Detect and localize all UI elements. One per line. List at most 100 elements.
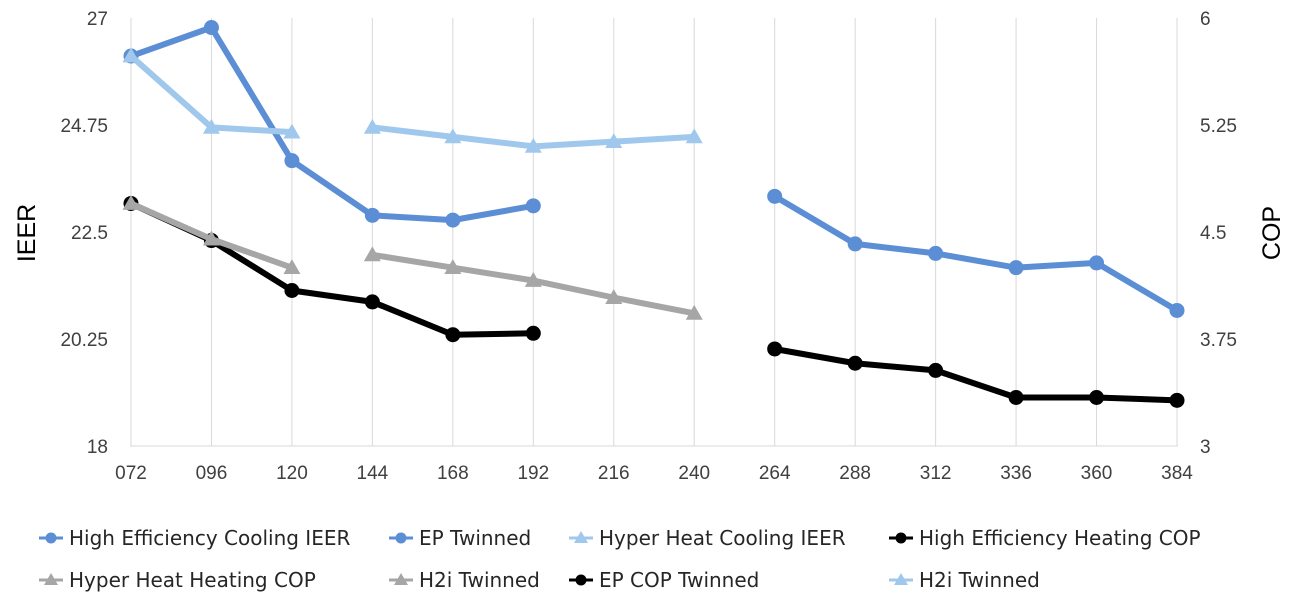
data-point xyxy=(605,133,623,149)
legend-item: High Efficiency Heating COP xyxy=(888,524,1268,552)
y-left-axis-title: IEER xyxy=(13,204,41,262)
x-tick-label: 216 xyxy=(598,463,630,484)
y-right-tick-label: 5.25 xyxy=(1200,116,1237,137)
legend-swatch-circle-icon xyxy=(569,574,593,586)
series-line xyxy=(128,24,537,224)
series-line xyxy=(771,193,1180,314)
data-point xyxy=(445,327,461,343)
legend-swatch-triangle-icon xyxy=(889,573,913,585)
y-left-tick-label: 18 xyxy=(87,437,108,458)
series-ep-twinned-1 xyxy=(767,188,1185,318)
legend-label: H2i Twinned xyxy=(419,568,540,592)
legend-label: Hyper Heat Cooling IEER xyxy=(599,526,846,550)
legend-label: High Efficiency Heating COP xyxy=(919,526,1201,550)
x-tick-label: 264 xyxy=(759,463,791,484)
data-point xyxy=(928,362,944,378)
legend-swatch-circle-icon xyxy=(389,532,413,544)
series-h2i-twinned-5 xyxy=(363,246,703,320)
data-point xyxy=(767,188,783,204)
data-point xyxy=(202,118,220,134)
data-point xyxy=(685,304,703,320)
x-tick-label: 072 xyxy=(115,463,147,484)
legend-item: High Efficiency Cooling IEER xyxy=(38,524,388,552)
y-right-tick-label: 3 xyxy=(1200,437,1211,458)
data-point xyxy=(283,123,301,139)
data-point xyxy=(525,325,541,341)
data-point xyxy=(524,137,542,153)
data-point xyxy=(363,118,381,134)
legend-label: EP COP Twinned xyxy=(599,568,760,592)
data-point xyxy=(1169,392,1185,408)
legend-swatch-circle-icon xyxy=(889,532,913,544)
legend-label: EP Twinned xyxy=(419,526,532,550)
chart: 072 096 120 144 168 192 216 240 264 288 312 336 360 3… xyxy=(13,9,1286,484)
data-point xyxy=(284,282,300,298)
y-left-tick-label: 27 xyxy=(87,9,108,30)
x-tick-label: 240 xyxy=(678,463,710,484)
series-layer xyxy=(122,20,1185,408)
legend-swatch-triangle-icon xyxy=(569,531,593,543)
data-point xyxy=(847,355,863,371)
x-tick-label: 168 xyxy=(437,463,469,484)
legend-swatch-triangle-icon xyxy=(389,573,413,585)
x-tick-label: 336 xyxy=(1000,463,1032,484)
legend-swatch-triangle-icon xyxy=(39,573,63,585)
data-point xyxy=(202,230,220,246)
series-h2i-twinned-7 xyxy=(363,118,703,153)
data-point xyxy=(767,341,783,357)
legend-item: EP Twinned xyxy=(388,524,568,552)
data-point xyxy=(1169,302,1185,318)
legend-item: Hyper Heat Cooling IEER xyxy=(568,524,888,552)
data-point xyxy=(525,198,541,214)
data-point xyxy=(203,20,219,36)
data-point xyxy=(1089,389,1105,405)
data-point xyxy=(364,207,380,223)
legend-label: Hyper Heat Heating COP xyxy=(69,568,316,592)
legend: High Efficiency Cooling IEER EP Twinned Hy… xyxy=(38,524,1288,594)
y-right-tick-label: 3.75 xyxy=(1200,330,1237,351)
data-point xyxy=(122,47,140,63)
legend-item: Hyper Heat Heating COP xyxy=(38,566,388,594)
data-point xyxy=(847,236,863,252)
gridlines xyxy=(130,18,1178,446)
x-tick-label: 384 xyxy=(1161,463,1193,484)
tick-labels: 072 096 120 144 168 192 216 240 264 288 312 336 360 3… xyxy=(60,9,1237,484)
data-point xyxy=(283,259,301,275)
data-point xyxy=(122,194,140,210)
x-tick-label: 288 xyxy=(839,463,871,484)
legend-item: H2i Twinned xyxy=(888,566,1268,594)
series-hyper-heat-heating-cop-4 xyxy=(122,194,301,275)
y-right-tick-label: 6 xyxy=(1200,9,1211,30)
legend-item: EP COP Twinned xyxy=(568,566,888,594)
legend-label: High Efficiency Cooling IEER xyxy=(69,526,351,550)
x-tick-label: 312 xyxy=(920,463,952,484)
data-point xyxy=(444,128,462,144)
data-point xyxy=(685,128,703,144)
data-point xyxy=(1089,255,1105,271)
x-tick-label: 192 xyxy=(517,463,549,484)
y-left-tick-label: 20.25 xyxy=(60,330,108,351)
series-ep-cop-twinned-6 xyxy=(767,341,1185,408)
y-right-axis-title: COP xyxy=(1258,206,1286,260)
x-tick-label: 096 xyxy=(196,463,228,484)
x-tick-label: 144 xyxy=(357,463,389,484)
data-point xyxy=(605,289,623,305)
y-right-tick-label: 4.5 xyxy=(1200,223,1226,244)
x-tick-label: 360 xyxy=(1081,463,1113,484)
data-point xyxy=(1008,389,1024,405)
y-left-tick-label: 24.75 xyxy=(60,116,108,137)
legend-label: H2i Twinned xyxy=(919,568,1040,592)
legend-item: H2i Twinned xyxy=(388,566,568,594)
data-point xyxy=(928,245,944,261)
data-point xyxy=(363,246,381,262)
y-left-tick-label: 22.5 xyxy=(71,223,108,244)
data-point xyxy=(444,259,462,275)
data-point xyxy=(1008,260,1024,276)
series-line xyxy=(771,345,1180,404)
legend-swatch-circle-icon xyxy=(39,532,63,544)
data-point xyxy=(445,212,461,228)
data-point xyxy=(364,294,380,310)
data-point xyxy=(284,153,300,169)
x-tick-label: 120 xyxy=(276,463,308,484)
data-point xyxy=(524,272,542,287)
